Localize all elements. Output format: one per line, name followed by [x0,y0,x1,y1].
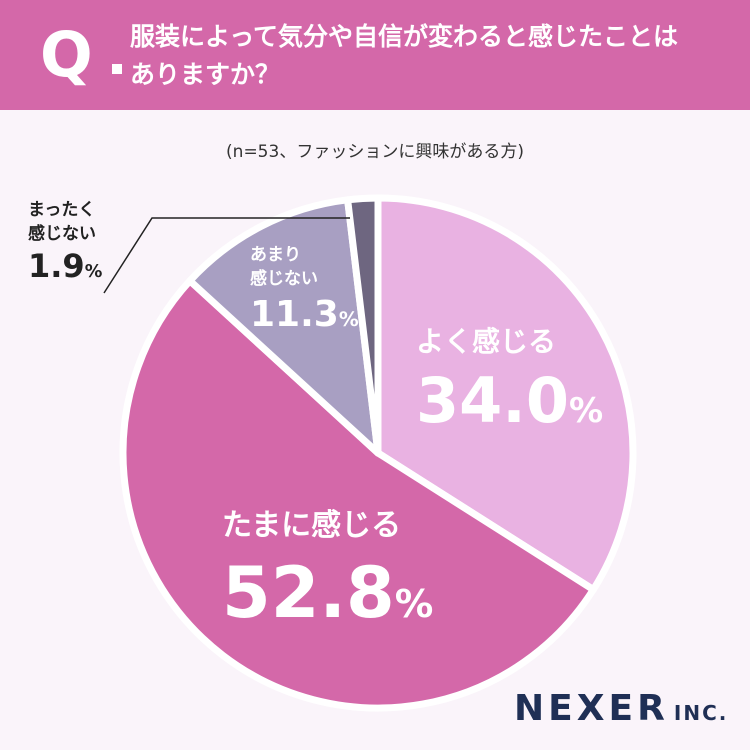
label-mattaku-line1: まったく [28,200,96,220]
label-mattaku-value: 1.9% [28,247,103,285]
label-mattaku: まったく 感じない 1.9% [28,198,102,292]
label-yoku-name: よく感じる [416,325,557,358]
label-amari: あまり 感じない 11.3% [250,243,359,333]
q-dot-icon [112,64,122,74]
question-header: Q 服装によって気分や自信が変わると感じたことは ありますか？ [0,0,750,110]
label-tamani-name: たまに感じる [222,508,402,543]
q-mark: Q [40,18,93,91]
label-yoku: よく感じる 34.0% [416,320,603,432]
question-line-1: 服装によって気分や自信が変わると感じたことは [130,22,679,51]
label-amari-line2: 感じない [250,269,318,289]
slice-amari [186,196,382,457]
logo-main: NEXER [514,688,669,729]
label-mattaku-line2: 感じない [28,224,96,244]
label-amari-value: 11.3% [250,294,359,335]
slice-mattaku [344,194,382,457]
label-tamani: たまに感じる 52.8% [222,500,433,628]
sample-note: (n=53、ファッションに興味がある方) [226,142,524,162]
question-line-2: ありますか？ [130,60,281,89]
leader-line [103,217,350,294]
question-text: 服装によって気分や自信が変わると感じたことは ありますか？ [130,18,730,94]
nexer-logo: NEXER INC. [514,688,728,729]
slice-tamani [119,277,597,712]
logo-suffix: INC. [673,701,729,725]
label-amari-line1: あまり [250,245,301,265]
label-tamani-value: 52.8% [222,552,434,634]
label-yoku-value: 34.0% [416,364,604,437]
